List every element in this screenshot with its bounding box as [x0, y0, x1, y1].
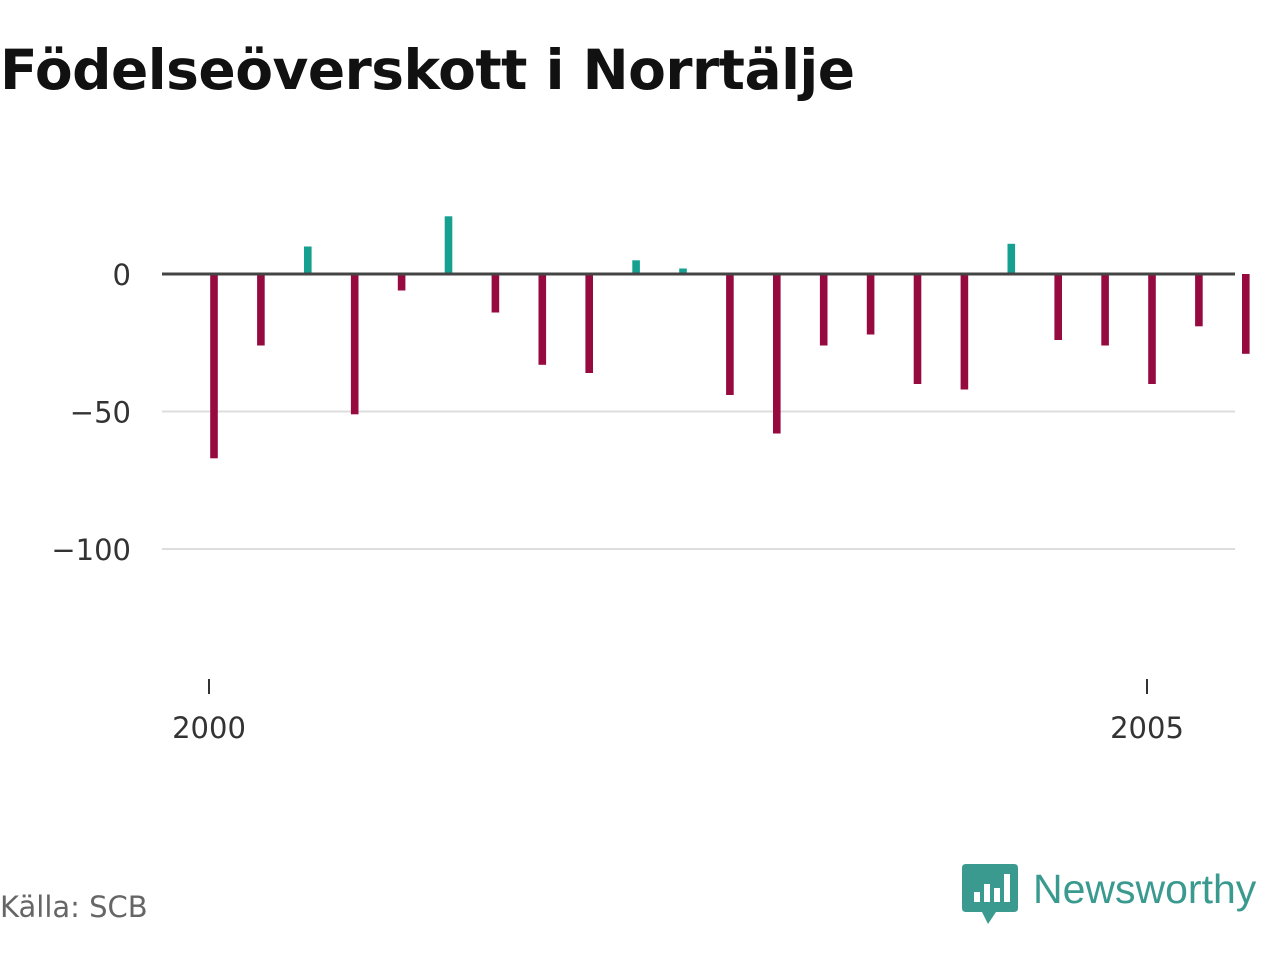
y-axis: 0 −50 −100 — [51, 258, 131, 567]
bar — [210, 274, 218, 459]
bar — [350, 274, 359, 415]
bars — [210, 216, 1250, 459]
y-tick-label: −100 — [51, 533, 131, 567]
bar — [960, 274, 969, 390]
grid-lines — [162, 410, 1235, 550]
brand-name: Newsworthy — [1033, 866, 1257, 912]
bar — [585, 274, 593, 373]
newsworthy-logo-icon — [962, 864, 1018, 924]
y-tick-label: −50 — [70, 396, 131, 430]
bar — [397, 274, 406, 291]
bar — [304, 246, 312, 274]
x-axis: 200020052010201520202025 — [172, 679, 1184, 745]
bar — [1195, 274, 1203, 327]
x-tick-label: 2005 — [1110, 711, 1184, 745]
bar — [444, 216, 453, 275]
bar — [1054, 274, 1062, 340]
x-tick-label: 2000 — [172, 711, 246, 745]
bar — [491, 274, 500, 313]
bar — [1242, 274, 1250, 354]
bar — [1007, 243, 1016, 275]
y-tick-label: 0 — [113, 258, 131, 292]
bar — [257, 274, 265, 346]
bar — [632, 260, 640, 275]
bar — [1101, 274, 1109, 346]
bar — [866, 274, 875, 335]
source-note: Källa: SCB — [0, 890, 148, 924]
bar — [819, 274, 828, 346]
bar — [1148, 274, 1156, 384]
bar — [913, 274, 922, 384]
bar — [726, 274, 734, 395]
bar — [773, 274, 781, 434]
chart-title: Födelseöverskott i Norrtälje — [0, 38, 855, 102]
bar — [538, 274, 547, 365]
bar — [679, 268, 687, 274]
